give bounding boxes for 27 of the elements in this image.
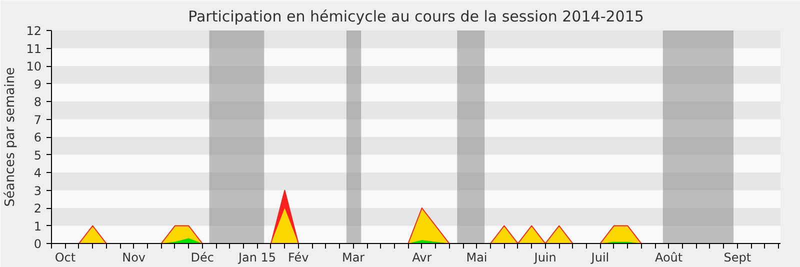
- y-tick-label: 6: [34, 130, 42, 144]
- y-tick-label: 8: [34, 95, 42, 109]
- y-tick-label: 0: [34, 237, 42, 251]
- y-tick-label: 3: [34, 184, 42, 198]
- chart-title: Participation en hémicycle au cours de la session 2014-2015: [188, 8, 644, 26]
- x-tick-label: Fév: [288, 250, 309, 264]
- y-tick-label: 9: [34, 77, 42, 92]
- y-tick-label: 5: [34, 148, 42, 162]
- x-tick-label: Jan 15: [237, 250, 276, 264]
- y-tick-label: 1: [34, 219, 42, 234]
- y-tick-label: 12: [26, 24, 42, 38]
- x-tick-label: Juin: [533, 250, 556, 264]
- y-tick-label: 11: [26, 42, 42, 56]
- y-axis-title: Séances par semaine: [3, 67, 18, 207]
- x-tick-label: Nov: [122, 250, 146, 264]
- x-tick-label: Avr: [412, 250, 432, 264]
- x-tick-label: Oct: [54, 250, 76, 264]
- y-tick-label: 2: [34, 202, 42, 216]
- x-tick-label: Juil: [590, 250, 610, 264]
- y-tick-label: 7: [34, 112, 42, 127]
- y-tick-label: 4: [34, 166, 42, 180]
- x-tick-label: Mai: [466, 250, 488, 264]
- y-tick-label: 10: [26, 60, 42, 74]
- x-tick-label: Déc: [190, 250, 214, 264]
- x-tick-label: Mar: [342, 250, 365, 264]
- x-tick-label: Août: [654, 250, 683, 264]
- x-tick-label: Sept: [724, 250, 752, 264]
